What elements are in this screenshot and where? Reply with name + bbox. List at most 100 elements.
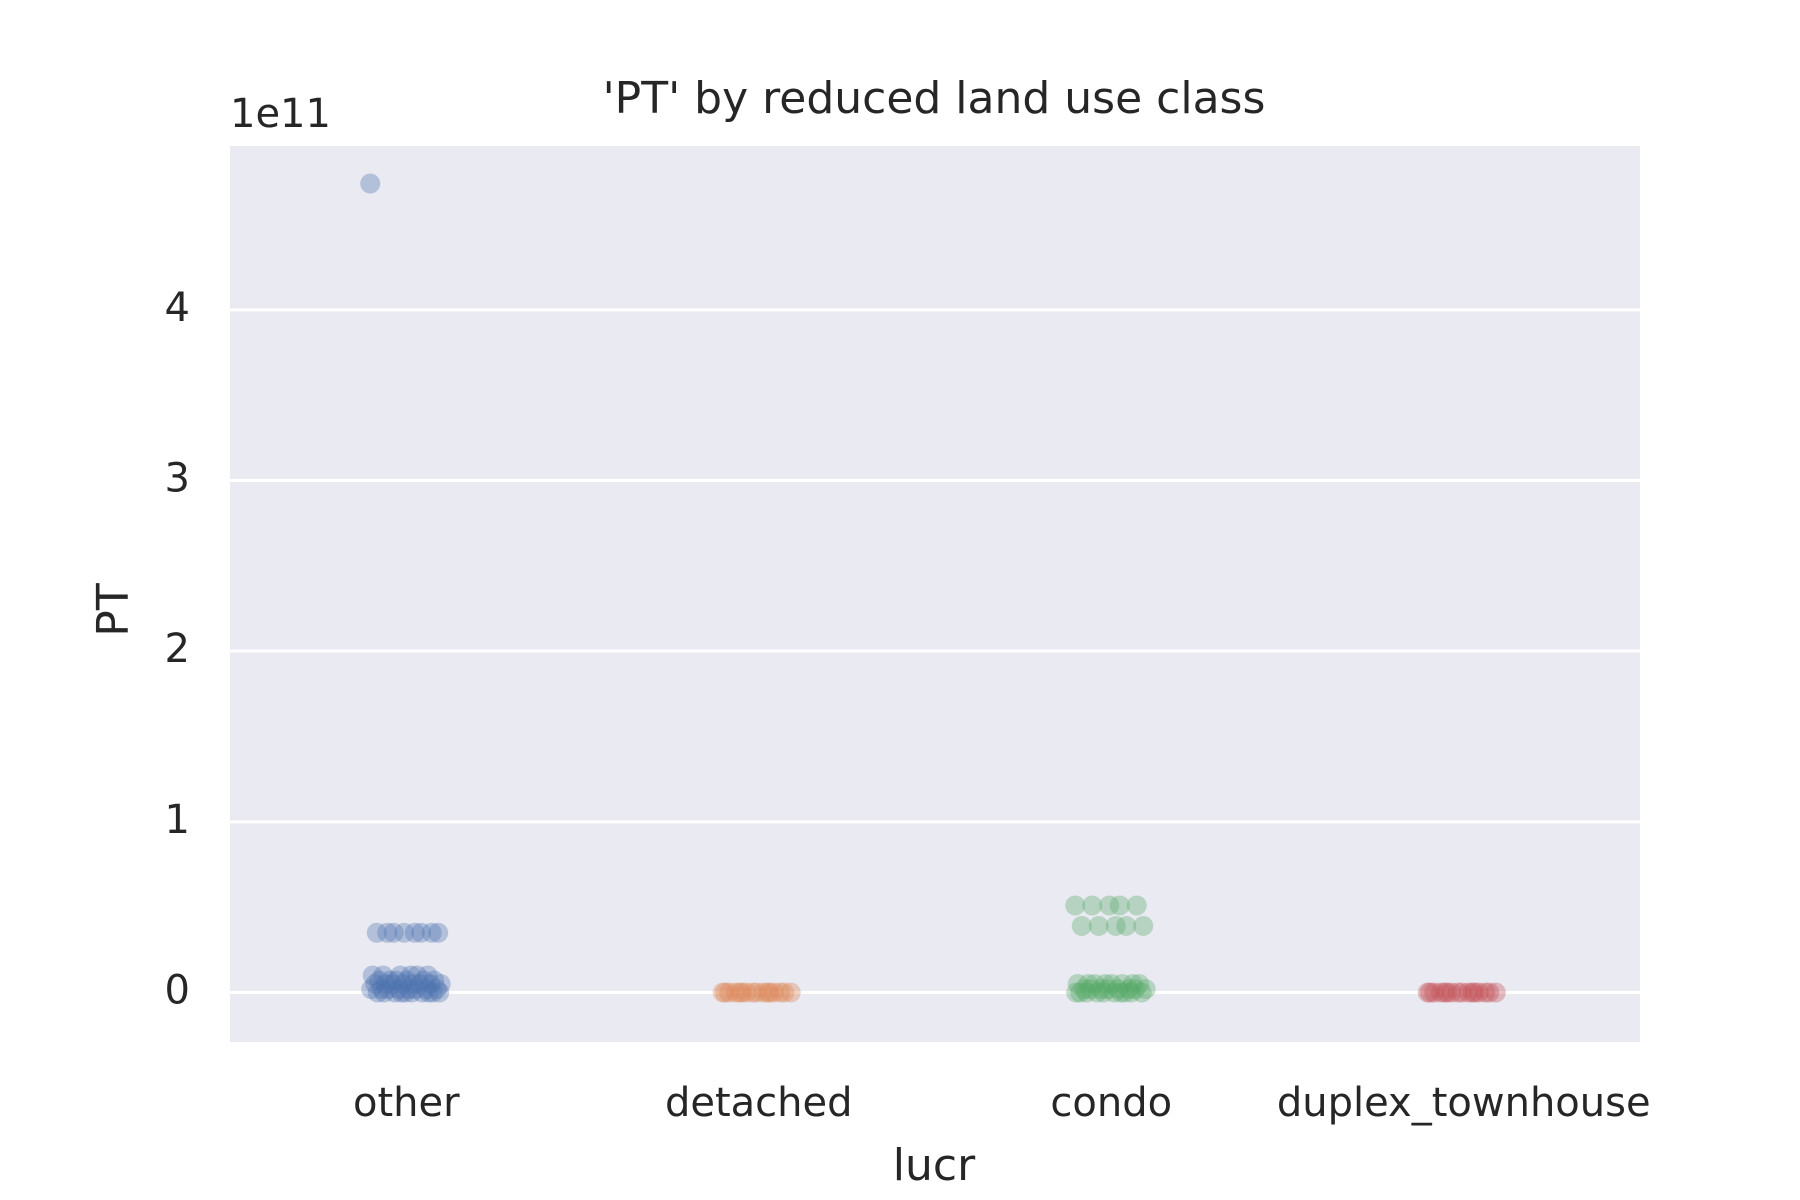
strip-point: [411, 922, 432, 943]
strip-point: [367, 982, 388, 1003]
strip-point: [1462, 982, 1483, 1003]
strip-point: [1074, 979, 1095, 1000]
strip-point: [1131, 982, 1152, 1003]
strip-point: [1485, 982, 1506, 1003]
strip-point: [1434, 982, 1455, 1003]
strip-point: [1464, 982, 1485, 1003]
strip-point: [388, 979, 409, 1000]
marks: [360, 173, 1506, 1003]
strip-point: [1066, 982, 1087, 1003]
strip-point: [374, 982, 395, 1003]
strip-point: [394, 922, 415, 943]
strip-point: [774, 982, 795, 1003]
strip-point: [1121, 982, 1142, 1003]
strip-point: [1458, 982, 1479, 1003]
strip-point: [407, 965, 428, 986]
y-tick-label: 2: [165, 626, 190, 672]
strip-point: [429, 982, 450, 1003]
strip-point: [405, 979, 426, 1000]
x-tick-label: duplex_townhouse: [1277, 1080, 1651, 1126]
strip-point: [742, 982, 763, 1003]
strip-point: [399, 979, 420, 1000]
strip-point: [392, 973, 413, 994]
strip-point: [382, 973, 403, 994]
strip-point: [1447, 982, 1468, 1003]
x-tick-label: detached: [665, 1080, 853, 1126]
strip-point: [770, 982, 791, 1003]
strip-point: [404, 922, 425, 943]
x-tick-label: other: [353, 1080, 460, 1126]
y-tick-label: 1: [165, 797, 190, 843]
strip-point: [360, 173, 381, 194]
y-tick-label: 4: [165, 285, 190, 331]
strip-point: [365, 973, 386, 994]
y-tick-label: 0: [165, 968, 190, 1014]
strip-point: [763, 982, 784, 1003]
strip-point: [1108, 979, 1129, 1000]
strip-point: [383, 922, 404, 943]
strip-point: [757, 982, 778, 1003]
strip-point: [424, 970, 445, 991]
strip-point: [422, 982, 443, 1003]
strip-point: [1101, 973, 1122, 994]
strip-point: [379, 970, 400, 991]
strip-point: [759, 982, 780, 1003]
strip-point: [373, 965, 394, 986]
strip-point: [426, 979, 447, 1000]
strip-point: [1116, 915, 1137, 936]
strip-point: [1437, 982, 1458, 1003]
strip-point: [746, 982, 767, 1003]
strip-point: [715, 982, 736, 1003]
strip-point: [1114, 982, 1135, 1003]
strip-point: [1076, 982, 1097, 1003]
strip-point: [1430, 982, 1451, 1003]
strip-point: [712, 982, 733, 1003]
chart-title: 'PT' by reduced land use class: [603, 73, 1266, 124]
strip-point: [386, 970, 407, 991]
y-axis-label: PT: [88, 583, 139, 637]
strip-point: [416, 979, 437, 1000]
strip-point: [403, 973, 424, 994]
strip-point: [1099, 895, 1120, 916]
strip-point: [400, 965, 421, 986]
strip-point: [1070, 982, 1091, 1003]
strip-point: [417, 965, 438, 986]
strip-point: [1125, 979, 1146, 1000]
strip-point: [1105, 915, 1126, 936]
strip-point: [1468, 982, 1489, 1003]
strip-point: [420, 973, 441, 994]
strip-point: [1109, 895, 1130, 916]
strip-point: [366, 922, 387, 943]
strip-point: [418, 982, 439, 1003]
strip-point: [413, 970, 434, 991]
strip-point: [1087, 982, 1108, 1003]
strip-point: [1424, 982, 1445, 1003]
strip-point: [1420, 982, 1441, 1003]
strip-point: [1110, 982, 1131, 1003]
strip-point: [1475, 982, 1496, 1003]
strip-point: [1067, 973, 1088, 994]
strip-point: [1082, 895, 1103, 916]
strip-point: [412, 982, 433, 1003]
strip-point: [421, 922, 442, 943]
strip-point: [1080, 979, 1101, 1000]
strip-point: [1129, 973, 1150, 994]
strip-point: [430, 973, 451, 994]
grid: [230, 308, 1640, 995]
strip-point: [378, 979, 399, 1000]
strip-point: [1091, 979, 1112, 1000]
strip-point: [375, 973, 396, 994]
strip-point: [1451, 982, 1472, 1003]
y-tick-label: 3: [165, 456, 190, 502]
strip-point: [1095, 973, 1116, 994]
x-axis-label: lucr: [893, 1140, 976, 1191]
strip-point: [377, 922, 398, 943]
strip-point: [1071, 915, 1092, 936]
strip-point: [753, 982, 774, 1003]
strip-point: [732, 982, 753, 1003]
strip-point: [1065, 895, 1086, 916]
strip-point: [1118, 979, 1139, 1000]
strip-point: [428, 922, 449, 943]
strip-point: [1084, 973, 1105, 994]
strip-point: [1122, 973, 1143, 994]
